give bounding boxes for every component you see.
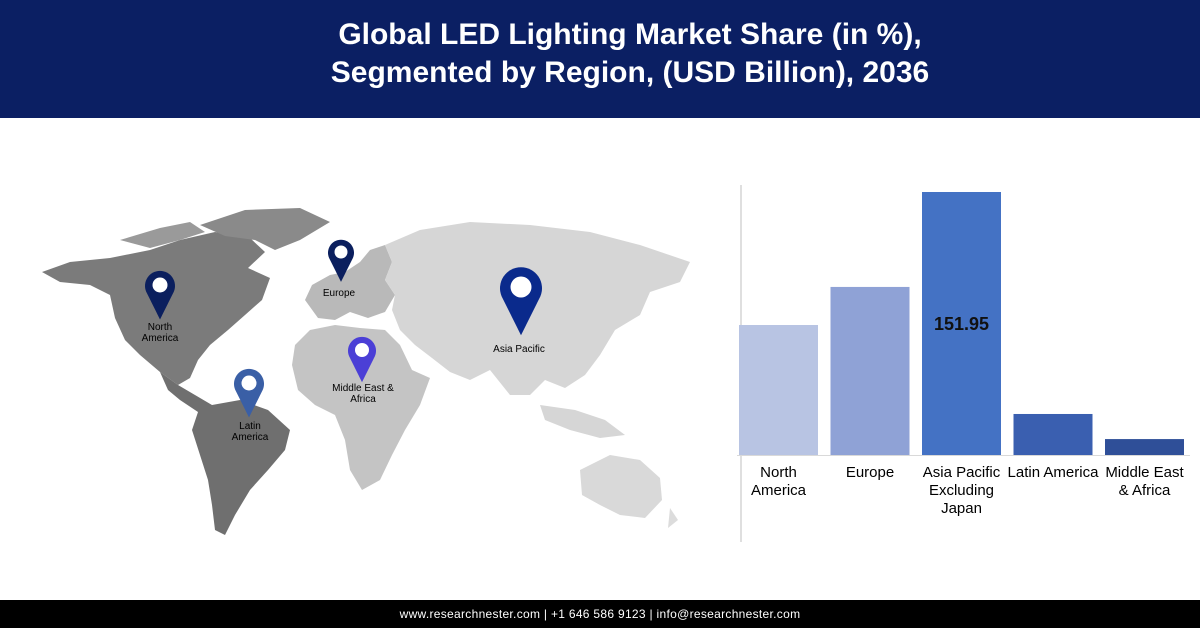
continent: [292, 325, 430, 490]
map-label: Asia Pacific: [493, 344, 545, 355]
continent: [305, 245, 395, 320]
map-label: North America: [141, 322, 179, 344]
map-pin-dot: [152, 277, 168, 293]
bar: [1105, 439, 1184, 455]
continent: [580, 455, 662, 518]
x-tick-label: Asia Pacific Excluding Japan: [922, 464, 1001, 517]
map-pin: [500, 267, 542, 336]
x-tick-label: Middle East & Africa: [1105, 464, 1184, 499]
map-pin-dot: [355, 343, 369, 357]
bar: [922, 192, 1001, 455]
map-label: Latin America: [231, 421, 269, 443]
map-pin: [348, 336, 377, 383]
map-pin: [145, 270, 175, 320]
continent: [160, 372, 290, 535]
title-line: Segmented by Region, (USD Billion), 2036: [330, 56, 930, 89]
graphic: 151.95: [42, 185, 1190, 542]
continent: [540, 405, 625, 438]
world-map: [42, 208, 690, 535]
bar: [830, 286, 910, 455]
continent: [200, 208, 330, 250]
header: Global LED Lighting Market Share (in %),…: [0, 0, 1200, 118]
map-pin: [234, 368, 264, 418]
map-label: Europe: [322, 288, 356, 299]
x-tick-label: North America: [750, 464, 806, 499]
map-label: Middle East & Africa: [332, 383, 394, 405]
x-tick-label: Latin America: [1007, 464, 1099, 481]
footer: www.researchnester.com | +1 646 586 9123…: [0, 600, 1200, 628]
map-pin-dot: [334, 245, 348, 259]
continent: [120, 222, 205, 248]
bar: [1013, 413, 1093, 455]
bar: [739, 325, 818, 455]
map-pin: [328, 239, 354, 282]
continent: [668, 508, 678, 528]
map-pin-dot: [241, 375, 257, 391]
data-label: 151.95: [934, 314, 989, 334]
continent: [385, 222, 690, 395]
title-line: Global LED Lighting Market Share (in %),: [338, 18, 922, 51]
map-pin-dot: [510, 276, 532, 298]
x-tick-label: Europe: [845, 464, 895, 481]
